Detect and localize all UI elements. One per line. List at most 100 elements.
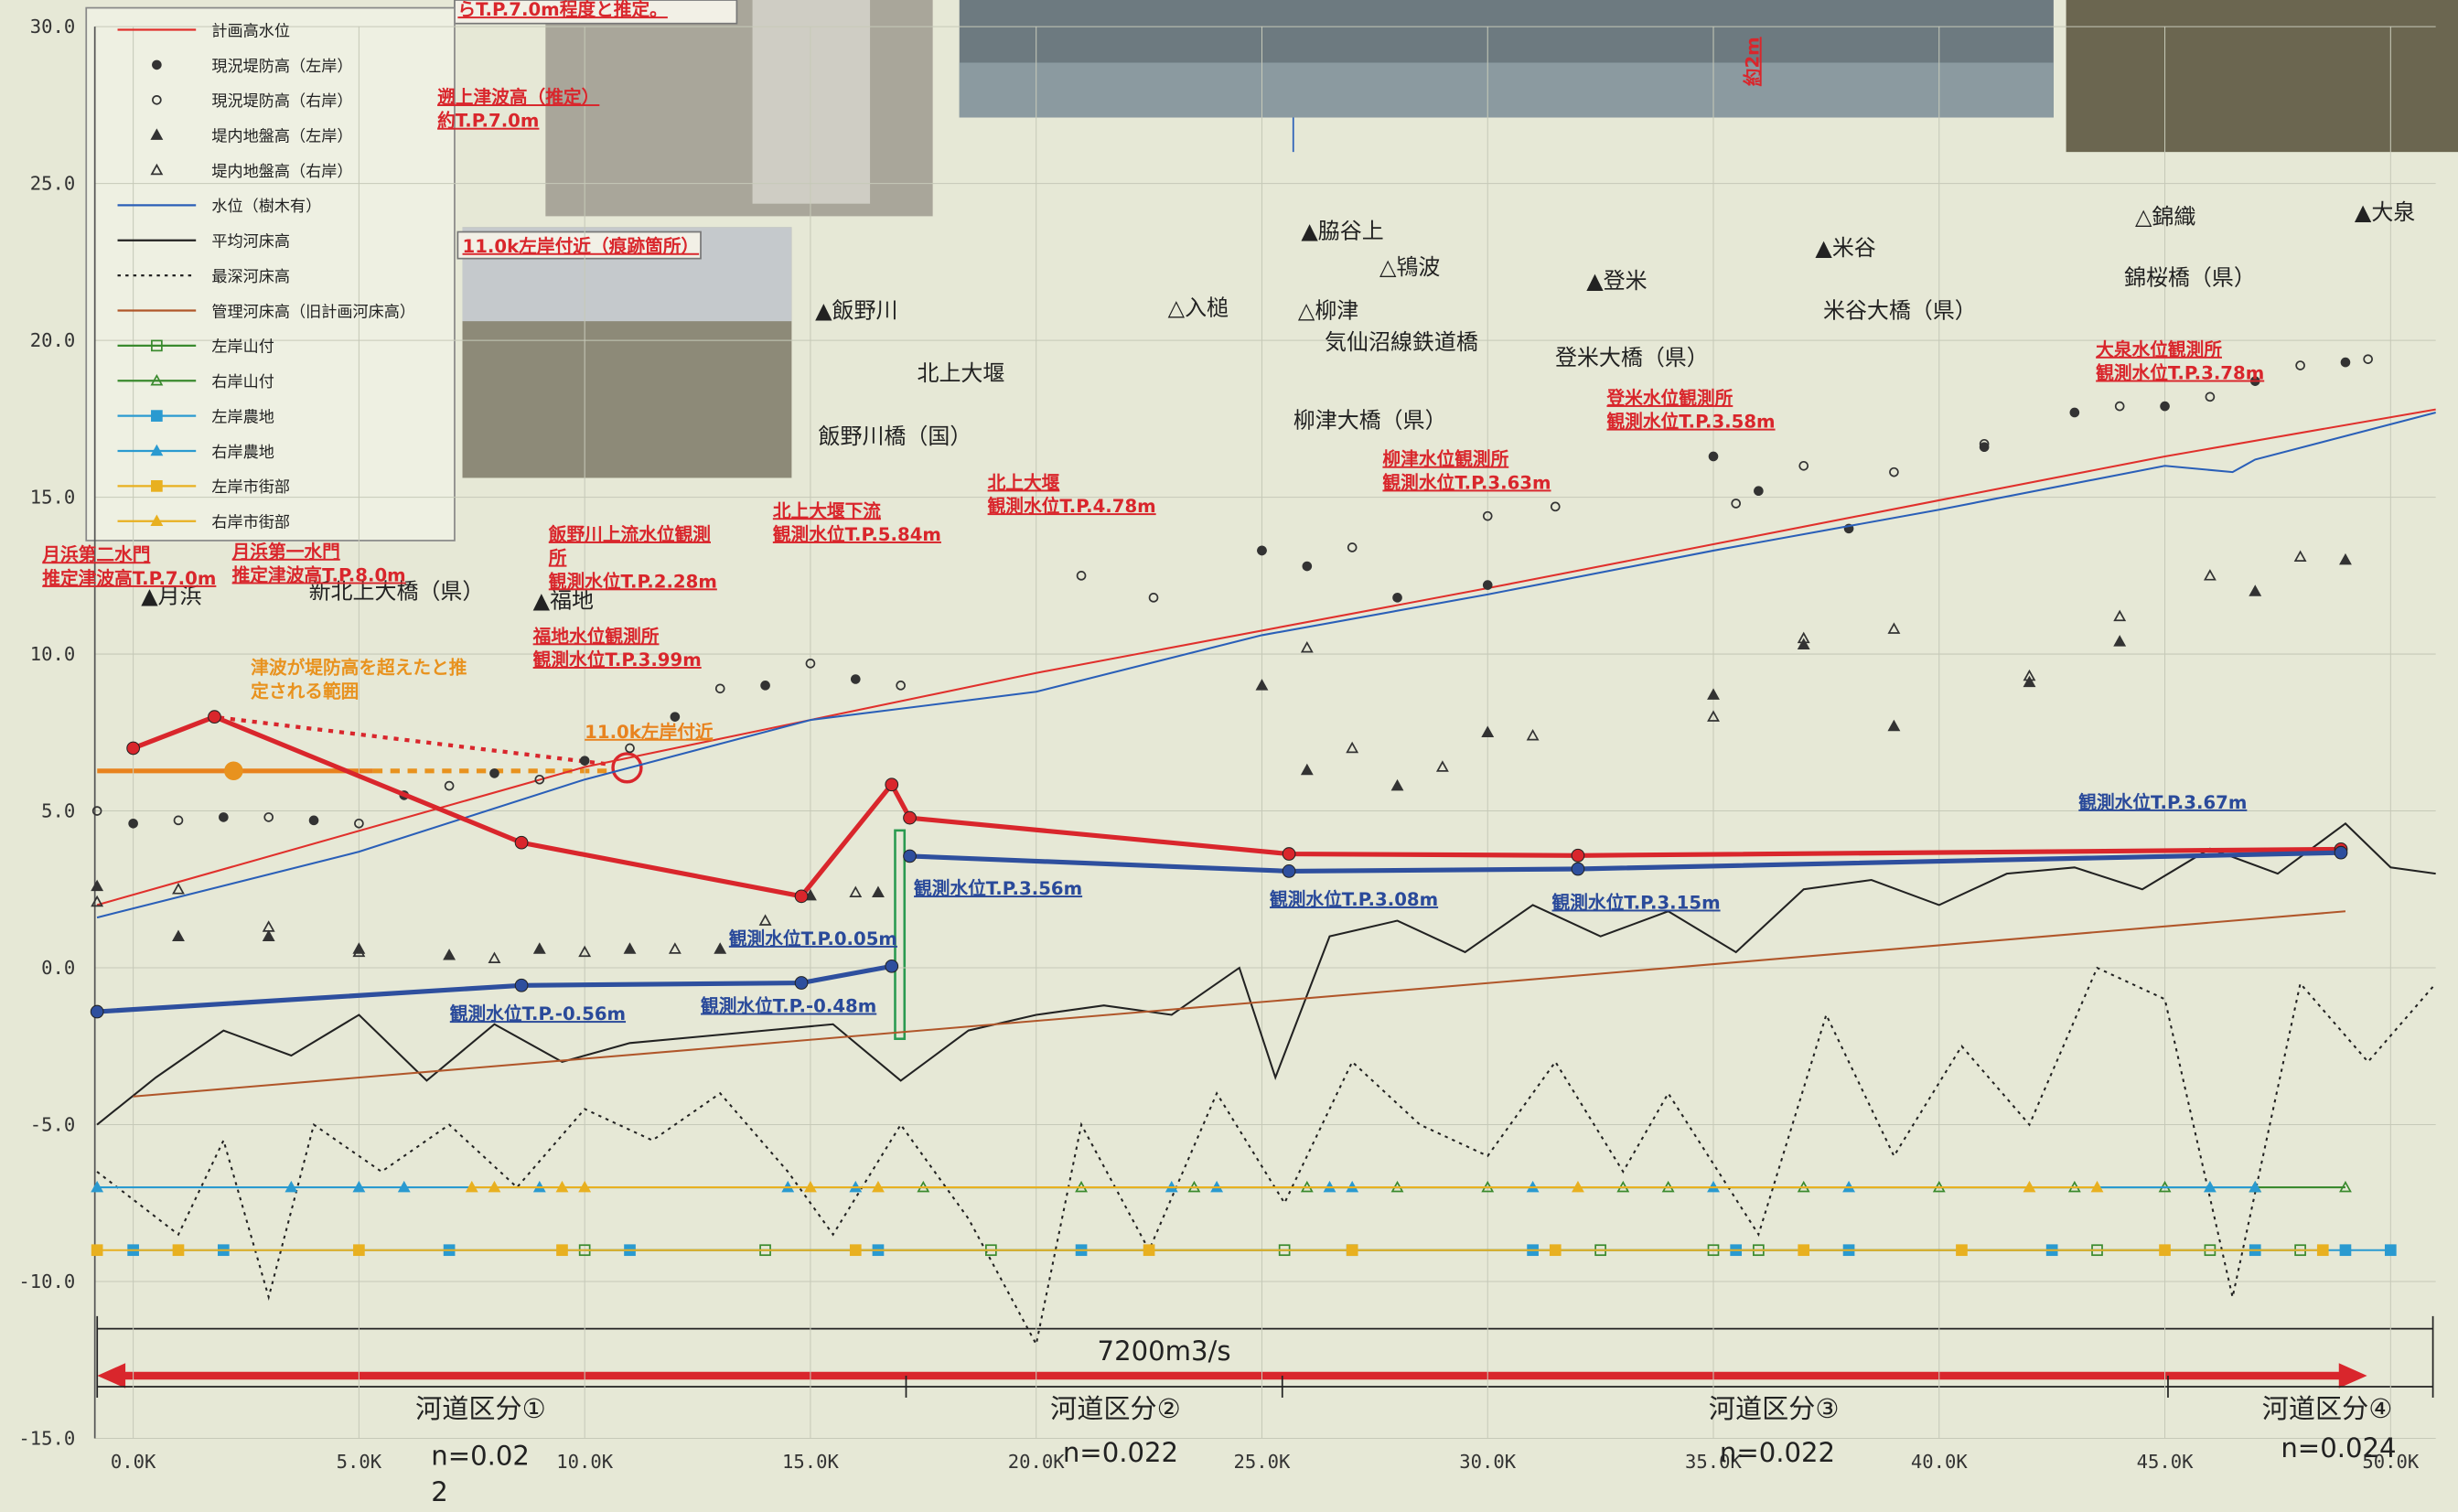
point [1390, 778, 1404, 791]
x-tick-label: 20.0K [1008, 1451, 1065, 1473]
observed-note: 観測水位T.P.-0.56m [450, 1003, 626, 1024]
point [1346, 1244, 1358, 1257]
point [2205, 391, 2216, 402]
x-tick-label: 25.0K [1234, 1451, 1291, 1473]
point [1435, 760, 1449, 772]
point [2363, 354, 2373, 364]
point [1148, 593, 1159, 603]
x-tick-label: 50.0K [2362, 1451, 2419, 1473]
legend-label: 現況堤防高（左岸） [211, 58, 352, 76]
observed-note: 観測水位T.P.3.08m [1270, 889, 1438, 910]
legend-label: 計画高水位 [211, 22, 290, 40]
point [91, 1244, 103, 1257]
station-label: ▲米谷 [1815, 235, 1875, 261]
observed-note: 観測水位T.P.0.05m [729, 928, 897, 949]
point [1707, 688, 1720, 700]
series-line [96, 966, 2437, 1347]
point [91, 879, 104, 892]
observed-note: 観測水位T.P.3.67m [2078, 792, 2247, 813]
legend-label: 左岸山付 [211, 338, 274, 357]
arrow-head [97, 1363, 126, 1389]
legend-label: 管理河床高（旧計画河床高） [211, 303, 415, 321]
station-label: 柳津大橋（県） [1293, 408, 1447, 434]
legend-marker [151, 410, 163, 422]
tsunami-note: 大泉水位観測所 [2096, 339, 2222, 360]
series-line [133, 910, 2346, 1098]
photo [2066, 0, 2458, 153]
tsunami-note: 遡上津波高（推定） [437, 87, 599, 108]
point [760, 681, 770, 691]
tsunami-note: 11.0k左岸付近 [585, 722, 714, 743]
observed-point [90, 1004, 104, 1019]
legend-marker [151, 480, 163, 492]
point [1798, 460, 1809, 471]
point [2203, 1180, 2216, 1193]
tsunami-note: 福地水位観測所 [532, 626, 660, 647]
x-tick-label: 10.0K [556, 1451, 613, 1473]
y-tick-label: 5.0 [41, 799, 75, 821]
tsunami-note: 登米水位観測所 [1605, 388, 1733, 409]
station-label: △柳津 [1298, 298, 1358, 324]
point [623, 942, 637, 954]
point [172, 883, 185, 895]
station-label: ▲大泉 [2355, 199, 2415, 225]
observed-note: 観測水位T.P.3.56m [914, 878, 1082, 899]
point [1257, 545, 1267, 556]
point [578, 1180, 592, 1193]
point [2023, 1180, 2036, 1193]
point [1979, 438, 1990, 449]
point [2159, 1244, 2171, 1257]
point [556, 1244, 568, 1257]
point [534, 774, 545, 785]
station-label: 気仙沼線鉄道橋 [1325, 329, 1478, 355]
point [1956, 1244, 1968, 1257]
point [896, 681, 906, 691]
point [849, 885, 863, 897]
observed-note: 観測水位T.P.3.15m [1552, 893, 1721, 914]
x-tick-label: 5.0K [337, 1451, 382, 1473]
legend-label: 左岸市街部 [211, 478, 290, 497]
point [532, 942, 546, 954]
legend-label: 右岸市街部 [211, 514, 290, 532]
legend-marker [151, 339, 163, 352]
observed-point [2334, 845, 2348, 860]
range-note: 定される範囲 [251, 681, 359, 702]
observed-point [903, 849, 917, 863]
point [2339, 552, 2352, 565]
tsunami-note: 飯野川上流水位観測 [548, 524, 711, 545]
point [308, 815, 319, 826]
layout [85, 0, 2458, 1398]
photo-note: 約2m [1743, 37, 1764, 86]
station-label: ▲福地 [533, 588, 594, 614]
tsunami-note: 月浜第一水門 [231, 542, 340, 563]
point [2295, 360, 2305, 370]
point [2113, 635, 2127, 647]
station-label: 米谷大橋（県） [1823, 298, 1977, 324]
station-label: ▲飯野川 [815, 298, 897, 324]
roughness-label: n=0.024 [2281, 1432, 2396, 1464]
legend-label: 最深河床高 [211, 268, 290, 286]
point [758, 914, 772, 926]
point [91, 806, 102, 816]
legend-label: 堤内地盤高（右岸） [211, 163, 352, 181]
y-tick-label: 30.0 [30, 16, 75, 38]
legend-label: 左岸農地 [211, 408, 274, 426]
point [2249, 376, 2260, 386]
point [1754, 486, 1764, 497]
observed-point [885, 959, 899, 973]
observed-line [96, 850, 2342, 1014]
point [1526, 728, 1540, 741]
station-label: 錦桜橋（県） [2124, 265, 2256, 291]
tsunami-note: 推定津波高T.P.8.0m [232, 565, 406, 586]
reach-label: 河道区分④ [2262, 1393, 2393, 1424]
point [668, 942, 682, 954]
station-label: 北上大堰 [917, 360, 1004, 386]
point [352, 945, 366, 958]
point [488, 951, 501, 963]
legend-label: 堤内地盤高（左岸） [211, 128, 352, 146]
y-tick-label: -10.0 [18, 1271, 75, 1292]
station-label: 飯野川橋（国） [819, 424, 972, 449]
point [444, 780, 455, 791]
